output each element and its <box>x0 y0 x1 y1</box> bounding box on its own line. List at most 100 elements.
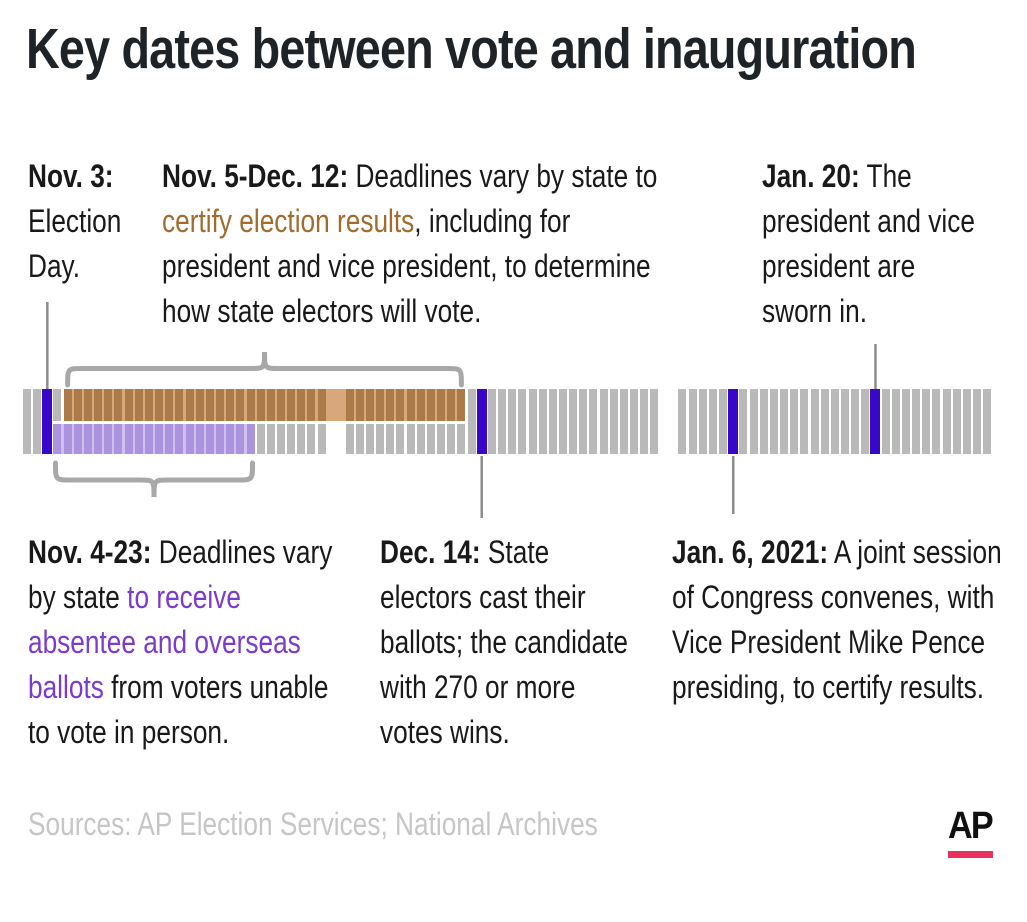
text-segment: Election Day. <box>28 203 122 284</box>
timeline-tick <box>698 389 707 454</box>
timeline-tick <box>528 389 537 454</box>
timeline-tick <box>246 389 255 454</box>
timeline-tick <box>891 389 900 454</box>
timeline-tick <box>678 389 687 454</box>
text-segment: , including for president and vice presi… <box>162 203 651 329</box>
text-segment: Jan. 6, 2021: <box>672 534 829 570</box>
timeline-tick <box>376 389 385 454</box>
text-segment: A joint session of Congress convenes, wi… <box>672 534 1002 705</box>
timeline-tick <box>396 389 405 454</box>
timeline-tick <box>355 389 364 454</box>
timeline-tick <box>589 389 598 454</box>
timeline-tick <box>820 389 829 454</box>
timeline-tick <box>175 389 184 454</box>
text-segment: The president and vice president are swo… <box>762 158 975 329</box>
ap-logo-underline <box>948 851 993 858</box>
timeline-tick <box>104 389 113 454</box>
timeline-tick <box>851 389 860 454</box>
timeline-marker-tick <box>42 389 53 454</box>
annotation-electors-vote: Dec. 14: State electors cast their ballo… <box>380 530 631 755</box>
timeline-tick <box>579 389 588 454</box>
timeline-tick <box>759 389 768 454</box>
timeline-tick <box>498 389 507 454</box>
timeline-tick <box>226 389 235 454</box>
timeline-tick <box>307 389 316 454</box>
timeline-tick <box>942 389 951 454</box>
text-segment: from voters unable to vote in person. <box>28 669 329 750</box>
timeline-tick <box>317 389 326 454</box>
timeline-tick <box>559 389 567 454</box>
timeline-tick <box>386 389 395 454</box>
timeline-tick <box>538 389 547 454</box>
timeline-tick <box>952 389 961 454</box>
timeline-tick <box>426 389 435 454</box>
annotation-congress-certifies: Jan. 6, 2021: A joint session of Congres… <box>672 530 1016 710</box>
timeline-tick <box>256 389 265 454</box>
timeline-tick <box>73 389 82 454</box>
timeline-tick <box>216 389 225 454</box>
timeline-tick <box>780 389 789 454</box>
ap-logo: AP <box>948 806 998 858</box>
timeline-tick <box>297 389 306 454</box>
timeline-tick <box>749 389 758 454</box>
annotation-election-day: Nov. 3: Election Day. <box>28 154 133 289</box>
timeline-tick <box>830 389 839 454</box>
text-segment: Jan. 20: <box>762 158 860 194</box>
source-credit: Sources: AP Election Services; National … <box>28 806 598 842</box>
timeline-tick <box>630 389 639 454</box>
timeline-tick <box>609 389 618 454</box>
timeline-tick <box>416 389 425 454</box>
timeline-tick <box>810 389 819 454</box>
text-segment: to receive absentee and overseas ballots <box>28 579 301 705</box>
text-segment: Deadlines vary by state to <box>348 158 658 194</box>
timeline-tick <box>983 389 992 454</box>
timeline-tick <box>94 389 103 454</box>
timeline-tick <box>53 389 62 454</box>
text-segment: Nov. 4-23: <box>28 534 152 570</box>
timeline-tick <box>841 389 849 454</box>
text-segment: Nov. 3: <box>28 158 114 194</box>
timeline-tick <box>236 389 245 454</box>
timeline-tick <box>63 389 72 454</box>
timeline-tick <box>114 389 123 454</box>
timeline-tick <box>790 389 799 454</box>
text-segment: State electors cast their ballots; the c… <box>380 534 628 750</box>
timeline-tick <box>83 389 92 454</box>
page-title: Key dates between vote and inauguration <box>26 17 917 81</box>
timeline-tick <box>406 389 415 454</box>
timeline-tick <box>912 389 921 454</box>
timeline-tick <box>708 389 717 454</box>
timeline-tick <box>155 389 164 454</box>
timeline-tick <box>688 389 697 454</box>
timeline-tick <box>124 389 133 454</box>
ap-logo-text: AP <box>948 805 994 847</box>
timeline-tick <box>277 389 285 454</box>
timeline-tick <box>447 389 456 454</box>
timeline-tick <box>719 389 728 454</box>
timeline-marker-tick <box>728 389 739 454</box>
timeline-tick <box>266 389 275 454</box>
timeline-tick <box>619 389 628 454</box>
timeline-tick <box>518 389 527 454</box>
timeline-tick <box>650 389 659 454</box>
timeline-tick <box>881 389 890 454</box>
timeline-tick <box>467 389 476 454</box>
timeline-tick <box>962 389 971 454</box>
timeline-tick <box>548 389 557 454</box>
timeline <box>0 389 1027 454</box>
timeline-tick <box>932 389 941 454</box>
timeline-tick <box>457 389 466 454</box>
timeline-tick <box>922 389 931 454</box>
timeline-tick <box>508 389 517 454</box>
timeline-tick <box>165 389 174 454</box>
annotation-absentee-ballots: Nov. 4-23: Deadlines vary by state to re… <box>28 530 333 755</box>
timeline-tick <box>287 389 296 454</box>
brace-certify-range <box>65 351 464 388</box>
timeline-tick <box>437 389 446 454</box>
timeline-tick <box>901 389 910 454</box>
timeline-tick <box>195 389 204 454</box>
timeline-tick <box>33 389 42 454</box>
annotation-inauguration: Jan. 20: The president and vice presiden… <box>762 154 983 334</box>
timeline-tick <box>365 389 374 454</box>
